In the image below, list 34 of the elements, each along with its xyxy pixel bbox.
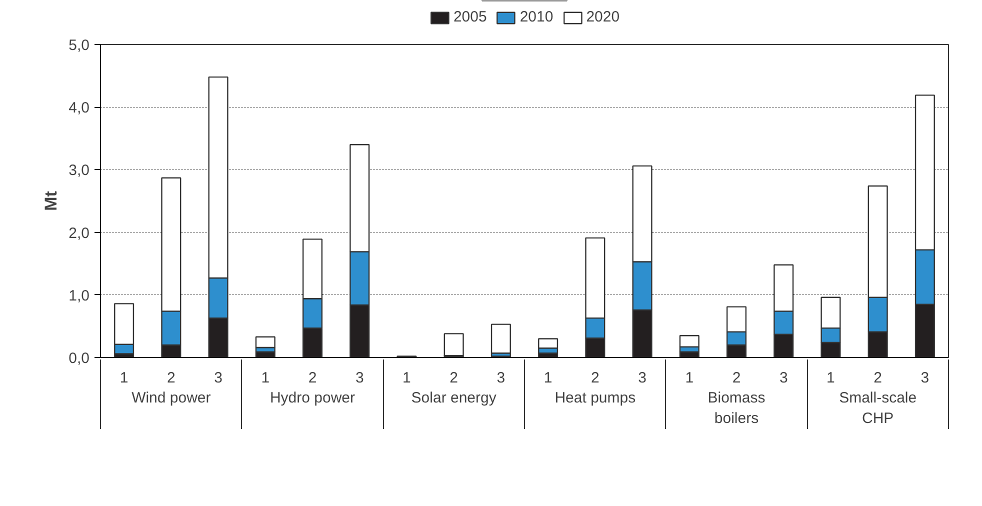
x-tick-label: 1 — [261, 370, 270, 386]
text: Heat pumps — [554, 390, 636, 406]
text: Solar energy — [411, 390, 497, 406]
x-tick-label: 1 — [826, 370, 835, 386]
x-tick-label: 2 — [732, 370, 741, 386]
y-axis-title: Mt — [42, 190, 61, 211]
y-tick-label: 0,0 — [68, 350, 90, 367]
x-tick-label: 3 — [779, 370, 788, 386]
text: Biomass boilers — [708, 390, 766, 427]
x-tick-label: 3 — [496, 370, 506, 386]
x-tick-label: 2 — [308, 370, 317, 386]
x-tick-label: 2 — [450, 370, 458, 386]
x-tick-label: 1 — [402, 370, 411, 386]
x-tick-label: 3 — [920, 370, 930, 386]
x-tick-label: 3 — [638, 370, 646, 386]
legend-label: 2010 — [520, 8, 554, 26]
x-tick-label: 1 — [685, 370, 694, 386]
text: Small-scale CHP — [839, 390, 917, 427]
y-tick-label: 4,0 — [68, 100, 90, 117]
text: Hydro power — [270, 390, 356, 406]
y-tick-label: 2,0 — [68, 224, 90, 242]
x-tick-label: 1 — [120, 370, 128, 386]
y-tick-label: 5,0 — [68, 37, 90, 54]
x-tick-label: 3 — [214, 370, 222, 386]
x-tick-label: 2 — [874, 370, 882, 386]
y-tick-label: 1,0 — [68, 287, 90, 304]
text: Wind power — [132, 390, 211, 406]
y-tick-label: 3,0 — [68, 162, 90, 180]
x-tick-label: 2 — [590, 370, 600, 386]
x-tick-label: 3 — [355, 370, 364, 386]
x-tick-label: 1 — [544, 370, 552, 386]
x-tick-label: 2 — [166, 370, 176, 386]
legend-label: 2020 — [586, 8, 620, 26]
legend-label: 2005 — [453, 8, 487, 26]
